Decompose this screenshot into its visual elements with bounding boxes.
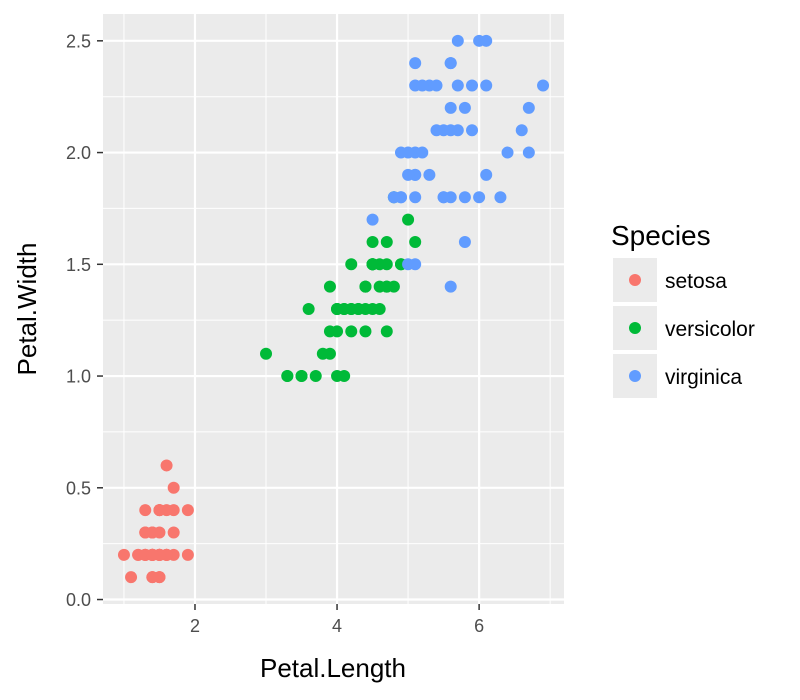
data-point-setosa: [181, 504, 194, 517]
legend-label-versicolor: versicolor: [665, 318, 755, 341]
y-tick-label: 0.5: [66, 478, 91, 498]
data-point-versicolor: [345, 325, 358, 338]
data-point-setosa: [167, 481, 180, 494]
data-point-setosa: [181, 548, 194, 561]
data-point-versicolor: [323, 280, 336, 293]
data-point-virginica: [522, 146, 535, 159]
data-point-versicolor: [373, 303, 386, 315]
legend-swatch-versicolor: [629, 322, 641, 334]
data-point-versicolor: [260, 347, 273, 360]
data-point-virginica: [458, 191, 471, 204]
data-point-versicolor: [380, 258, 393, 271]
data-point-virginica: [480, 168, 493, 181]
data-point-virginica: [466, 124, 479, 137]
data-point-versicolor: [359, 280, 372, 293]
data-point-versicolor: [309, 370, 322, 383]
data-point-virginica: [416, 146, 429, 159]
y-tick-label: 0.0: [66, 590, 91, 610]
data-point-setosa: [117, 548, 130, 561]
data-point-versicolor: [380, 325, 393, 338]
y-tick-label: 1.5: [66, 255, 91, 275]
data-point-setosa: [167, 526, 180, 539]
data-point-versicolor: [359, 325, 372, 338]
x-tick-label: 6: [474, 616, 484, 636]
legend-title: Species: [611, 220, 711, 251]
data-point-versicolor: [338, 303, 351, 315]
data-point-setosa: [146, 548, 159, 561]
data-point-versicolor: [352, 303, 365, 315]
data-point-virginica: [451, 34, 464, 47]
data-point-virginica: [444, 57, 457, 70]
legend-swatch-virginica: [629, 370, 641, 382]
data-point-versicolor: [366, 235, 379, 248]
data-point-virginica: [444, 124, 457, 137]
data-point-virginica: [416, 79, 429, 92]
data-point-virginica: [444, 101, 457, 114]
data-point-virginica: [458, 101, 471, 114]
y-tick-label: 1.0: [66, 367, 91, 387]
data-point-virginica: [409, 191, 422, 204]
data-point-virginica: [515, 124, 528, 137]
data-point-virginica: [423, 168, 436, 181]
data-point-virginica: [430, 79, 443, 92]
data-point-setosa: [125, 571, 138, 584]
data-point-virginica: [501, 146, 514, 159]
data-point-virginica: [444, 280, 457, 293]
grid-minor: [103, 14, 564, 604]
data-point-setosa: [139, 504, 152, 517]
data-point-virginica: [451, 79, 464, 92]
data-point-virginica: [522, 101, 535, 114]
data-point-setosa: [146, 526, 159, 539]
x-tick-label: 4: [332, 616, 342, 636]
data-point-virginica: [473, 191, 486, 204]
y-tick-label: 2.0: [66, 143, 91, 163]
data-point-versicolor: [387, 280, 400, 293]
x-axis-title: Petal.Length: [260, 653, 406, 683]
data-point-setosa: [153, 504, 166, 517]
data-point-virginica: [494, 191, 507, 204]
data-point-versicolor: [302, 303, 315, 315]
data-point-versicolor: [373, 280, 386, 293]
data-point-versicolor: [402, 213, 415, 226]
data-point-versicolor: [366, 258, 379, 271]
data-point-versicolor: [409, 235, 422, 248]
data-point-virginica: [480, 34, 493, 47]
data-point-setosa: [146, 571, 159, 584]
data-point-versicolor: [338, 370, 351, 383]
data-point-virginica: [537, 79, 550, 92]
data-point-setosa: [160, 459, 173, 472]
points-layer: [117, 34, 550, 584]
data-point-virginica: [387, 191, 400, 204]
legend-label-setosa: setosa: [665, 270, 727, 293]
data-point-virginica: [409, 57, 422, 70]
legend-label-virginica: virginica: [665, 366, 742, 389]
y-axis-title: Petal.Width: [12, 243, 42, 376]
data-point-virginica: [409, 258, 422, 271]
y-axis: 0.0 0.5 1.0 1.5 2.0 2.5: [66, 31, 103, 610]
data-point-virginica: [458, 235, 471, 248]
data-point-virginica: [466, 79, 479, 92]
data-point-virginica: [366, 213, 379, 226]
data-point-versicolor: [316, 347, 329, 360]
data-point-versicolor: [345, 258, 358, 271]
data-point-virginica: [480, 79, 493, 92]
data-point-versicolor: [331, 325, 344, 338]
data-point-versicolor: [380, 235, 393, 248]
x-tick-label: 2: [190, 616, 200, 636]
data-point-versicolor: [281, 370, 294, 383]
x-axis: 2 4 6: [190, 604, 484, 636]
y-tick-label: 2.5: [66, 31, 91, 51]
data-point-virginica: [394, 146, 407, 159]
legend: Species setosa versicolor virginica: [611, 220, 755, 398]
data-point-virginica: [402, 168, 415, 181]
data-point-virginica: [430, 124, 443, 137]
legend-swatch-setosa: [629, 274, 641, 286]
data-point-virginica: [437, 191, 450, 204]
data-point-versicolor: [295, 370, 308, 383]
